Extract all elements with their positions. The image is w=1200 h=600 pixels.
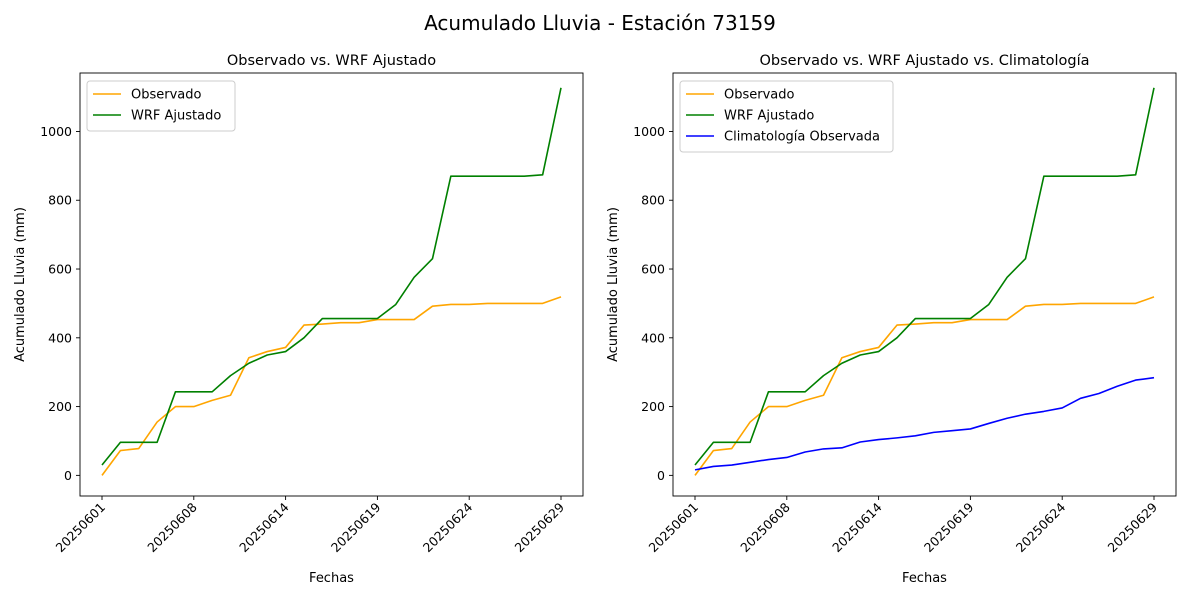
series-line-2	[694, 87, 1155, 466]
x-tick-label: 20250629	[512, 499, 568, 555]
x-tick-label: 20250601	[53, 500, 109, 556]
series-line-1	[694, 296, 1155, 476]
y-tick-label: 800	[641, 193, 665, 208]
figure-suptitle: Acumulado Lluvia - Estación 73159	[424, 11, 776, 35]
x-axis-label: Fechas	[309, 571, 354, 586]
chart-panel-2: Observado vs. WRF Ajustado vs. Climatolo…	[606, 53, 1177, 586]
y-tick-label: 800	[48, 193, 72, 208]
legend-entry: WRF Ajustado	[724, 109, 814, 124]
series-line-2	[101, 87, 562, 466]
x-tick-label: 20250624	[1013, 499, 1069, 555]
y-axis-label: Acumulado Lluvia (mm)	[606, 207, 621, 362]
y-tick-label: 1000	[40, 124, 72, 139]
x-tick-label: 20250614	[829, 499, 885, 555]
x-tick-label: 20250619	[328, 499, 384, 555]
chart-panels: Observado vs. WRF Ajustado 0 200 400 600 800 1…	[13, 53, 1177, 586]
y-tick-label: 600	[48, 262, 72, 277]
legend-entry: Climatología Observada	[724, 130, 880, 145]
x-tick-label: 20250608	[144, 499, 200, 555]
y-tick-label: 200	[48, 399, 72, 414]
legend-entry: Observado	[724, 88, 795, 103]
y-tick-label: 1000	[633, 124, 665, 139]
legend-box	[86, 80, 236, 132]
y-tick-label: 400	[641, 330, 665, 345]
legend-entry: WRF Ajustado	[131, 109, 221, 124]
y-tick-label: 0	[64, 468, 72, 483]
x-tick-label: 20250608	[737, 499, 793, 555]
chart-panel-1: Observado vs. WRF Ajustado 0 200 400 600 800 1…	[13, 53, 584, 586]
y-tick-label: 400	[48, 330, 72, 345]
legend-box	[679, 80, 894, 153]
series-line-1	[101, 296, 562, 476]
axes-frame	[672, 72, 1177, 497]
chart-title: Observado vs. WRF Ajustado	[227, 53, 436, 69]
series-line-3	[694, 376, 1155, 471]
legend: Observado WRF Ajustado	[86, 80, 236, 132]
x-tick-label: 20250624	[420, 499, 476, 555]
chart-title: Observado vs. WRF Ajustado vs. Climatolo…	[760, 53, 1090, 69]
x-tick-label: 20250629	[1105, 499, 1161, 555]
x-tick-label: 20250614	[236, 499, 292, 555]
legend-entry: Observado	[131, 88, 202, 103]
x-tick-label: 20250601	[646, 500, 702, 556]
x-axis-label: Fechas	[902, 571, 947, 586]
x-tick-label: 20250619	[921, 499, 977, 555]
y-tick-label: 0	[657, 468, 665, 483]
axes-frame	[79, 72, 584, 497]
y-axis-label: Acumulado Lluvia (mm)	[13, 207, 28, 362]
y-tick-label: 200	[641, 399, 665, 414]
y-tick-label: 600	[641, 262, 665, 277]
legend: Observado WRF Ajustado Climatología Observ…	[679, 80, 894, 153]
